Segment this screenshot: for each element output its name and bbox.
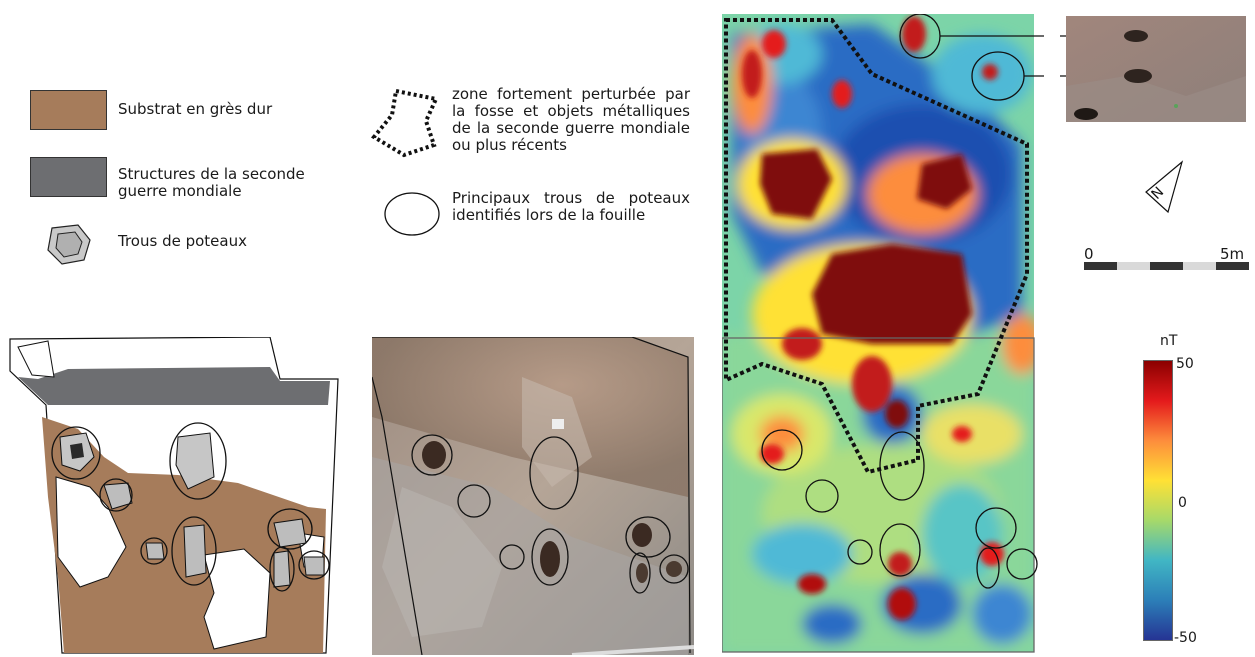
scale-bar xyxy=(1084,262,1249,270)
ww2-swatch xyxy=(30,157,107,197)
ellipse-symbol xyxy=(384,192,440,236)
colorbar-max: 50 xyxy=(1176,356,1194,372)
legend-ww2 xyxy=(30,157,107,197)
dotted-zone-symbol xyxy=(370,88,439,158)
legend-substrate-label: Substrat en grès dur xyxy=(118,100,273,118)
colorbar-mid: 0 xyxy=(1178,495,1187,511)
colorbar-min: -50 xyxy=(1174,630,1197,646)
substrate-swatch xyxy=(30,90,107,130)
scale-start: 0 xyxy=(1084,245,1094,263)
excavation-photo xyxy=(372,337,694,655)
magnetic-map xyxy=(722,14,1044,653)
colorbar xyxy=(1143,360,1173,641)
legend-main-postholes-label: Principaux trous de poteaux identifiés l… xyxy=(452,189,690,224)
legend-zone-label: zone fortement perturbée par la fosse et… xyxy=(452,85,690,154)
colorbar-unit: nT xyxy=(1160,333,1178,349)
excavation-plan xyxy=(9,337,339,654)
posthole-symbol xyxy=(47,224,91,265)
legend-ww2-label: Structures de la seconde guerre mondiale xyxy=(118,165,305,200)
legend-postholes-label: Trous de poteaux xyxy=(118,232,247,250)
scale-end: 5m xyxy=(1220,245,1245,263)
legend-substrate xyxy=(30,90,107,130)
inset-photo xyxy=(1066,16,1246,122)
north-arrow-icon: N xyxy=(1145,160,1184,214)
